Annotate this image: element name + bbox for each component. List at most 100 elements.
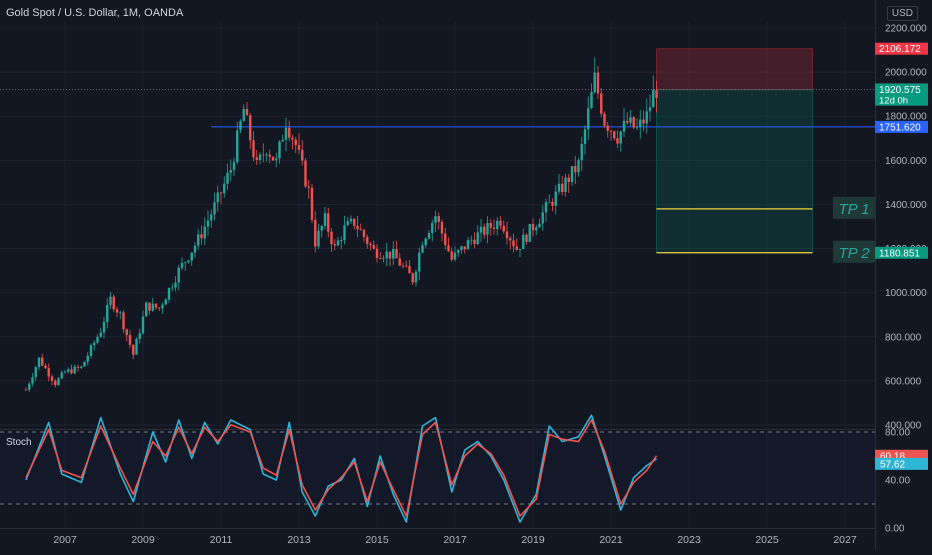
candle-body — [570, 166, 574, 183]
candle-body — [551, 201, 554, 206]
price-label-bg — [875, 120, 928, 133]
candle-body — [509, 238, 512, 241]
candle-body — [93, 342, 96, 346]
candle-body — [447, 245, 450, 252]
candle-body — [453, 252, 457, 260]
candle-body — [291, 137, 294, 140]
candle-body — [515, 246, 518, 250]
candle-body — [512, 240, 515, 247]
candle-body — [268, 154, 271, 157]
candle-body — [587, 108, 590, 130]
x-tick-label: 2013 — [287, 534, 311, 546]
candle-body — [216, 192, 219, 203]
candle-body — [626, 120, 629, 123]
stop-loss-zone — [656, 48, 813, 91]
candle-body — [174, 282, 177, 288]
candle-body — [135, 338, 138, 355]
chart-title: Gold Spot / U.S. Dollar, 1M, OANDA — [6, 7, 184, 19]
candle-body — [236, 130, 239, 163]
candle-body — [37, 357, 41, 368]
candle-body — [382, 258, 385, 260]
candle-body — [483, 226, 486, 235]
candle-body — [229, 170, 232, 173]
candle-body — [398, 258, 401, 266]
candle-body — [340, 240, 343, 242]
candle-body — [395, 248, 398, 259]
candle-body — [486, 223, 489, 235]
candle-body — [151, 303, 154, 311]
candle-body — [314, 219, 317, 247]
candle-body — [652, 89, 655, 108]
candle-body — [538, 223, 541, 228]
candle-body — [418, 252, 421, 272]
candle-body — [187, 260, 190, 263]
candle-body — [629, 117, 632, 123]
candle-body — [580, 143, 583, 161]
candle-body — [414, 271, 418, 283]
candle-body — [197, 234, 200, 246]
candle-body — [479, 226, 483, 233]
candle-body — [499, 220, 502, 226]
candle-body — [297, 145, 301, 150]
target-label: TP 2 — [838, 245, 870, 262]
candle-body — [359, 229, 362, 231]
currency-button[interactable]: USD — [886, 6, 918, 21]
candle-body — [161, 304, 164, 309]
candle-body — [70, 369, 73, 374]
candle-body — [528, 224, 531, 242]
target-badge — [833, 196, 875, 219]
stoch-y-tick: 40.00 — [885, 476, 910, 487]
price-label-countdown: 12d 0h — [879, 96, 908, 107]
candle-body — [622, 120, 626, 132]
candle-body — [369, 243, 372, 246]
candle-body — [356, 225, 359, 230]
candle-body — [177, 267, 180, 283]
stoch-series-line — [25, 414, 657, 523]
candle-body — [603, 113, 606, 126]
candle-body — [645, 111, 648, 124]
candle-body — [405, 265, 408, 267]
candle-body — [171, 287, 174, 289]
candle-body — [349, 218, 353, 222]
candle-body — [434, 216, 437, 223]
x-tick-label: 2023 — [677, 534, 701, 546]
candle-body — [223, 183, 226, 194]
candle-body — [262, 154, 265, 156]
candle-body — [450, 251, 453, 260]
candle-body — [89, 345, 93, 356]
candle-body — [531, 224, 535, 231]
stoch-value-text: 60.18 — [880, 451, 905, 462]
y-tick-label: 1600.000 — [885, 156, 927, 167]
candle-body — [496, 220, 499, 229]
candle-body — [600, 93, 603, 114]
candle-body — [44, 365, 47, 369]
candle-body — [574, 166, 577, 173]
candle-body — [505, 231, 509, 239]
candle-body — [80, 366, 83, 368]
candle-body — [473, 239, 476, 245]
candle-body — [431, 222, 434, 234]
candle-body — [164, 299, 167, 305]
candle-body — [489, 223, 492, 228]
candle-body — [200, 234, 203, 239]
candle-body — [63, 371, 67, 373]
x-tick-label: 2019 — [521, 534, 545, 546]
candle-body — [239, 121, 242, 131]
y-tick-label: 400.000 — [885, 421, 922, 432]
candle-body — [112, 296, 115, 310]
candle-body — [470, 239, 473, 241]
candle-body — [421, 245, 424, 253]
candle-body — [609, 130, 613, 132]
candle-body — [99, 332, 102, 337]
candle-body — [548, 201, 551, 203]
candle-body — [518, 248, 522, 250]
x-tick-label: 2009 — [131, 534, 155, 546]
y-tick-label: 800.000 — [885, 332, 922, 343]
candle-body — [109, 296, 112, 305]
candle-body — [401, 265, 405, 267]
candle-body — [24, 389, 28, 391]
